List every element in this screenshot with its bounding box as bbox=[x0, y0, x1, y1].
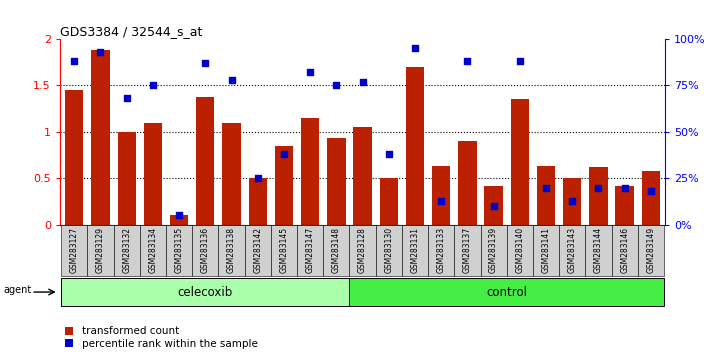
Bar bbox=[144, 122, 162, 225]
Text: GSM283146: GSM283146 bbox=[620, 227, 629, 274]
Text: GSM283136: GSM283136 bbox=[201, 227, 210, 274]
Point bbox=[173, 213, 184, 218]
Text: GSM283131: GSM283131 bbox=[410, 227, 420, 273]
FancyBboxPatch shape bbox=[271, 225, 297, 276]
FancyBboxPatch shape bbox=[376, 225, 402, 276]
Bar bbox=[196, 97, 215, 225]
Point bbox=[436, 198, 447, 204]
FancyBboxPatch shape bbox=[218, 225, 244, 276]
Text: GDS3384 / 32544_s_at: GDS3384 / 32544_s_at bbox=[60, 25, 202, 38]
Text: GSM283141: GSM283141 bbox=[541, 227, 551, 273]
Bar bbox=[563, 178, 582, 225]
Text: GSM283149: GSM283149 bbox=[646, 227, 655, 274]
Text: GSM283148: GSM283148 bbox=[332, 227, 341, 273]
Text: GSM283128: GSM283128 bbox=[358, 227, 367, 273]
Point bbox=[68, 58, 80, 64]
Legend: transformed count, percentile rank within the sample: transformed count, percentile rank withi… bbox=[65, 326, 258, 349]
FancyBboxPatch shape bbox=[402, 225, 428, 276]
Text: GSM283140: GSM283140 bbox=[515, 227, 524, 274]
Text: GSM283133: GSM283133 bbox=[436, 227, 446, 274]
Text: GSM283147: GSM283147 bbox=[306, 227, 315, 274]
Text: control: control bbox=[486, 286, 527, 298]
FancyBboxPatch shape bbox=[61, 225, 87, 276]
Bar bbox=[432, 166, 451, 225]
FancyBboxPatch shape bbox=[61, 278, 349, 306]
Point bbox=[252, 176, 263, 181]
Text: celecoxib: celecoxib bbox=[177, 286, 233, 298]
Bar bbox=[379, 178, 398, 225]
Point bbox=[593, 185, 604, 190]
Point bbox=[541, 185, 552, 190]
Point bbox=[409, 45, 420, 51]
Point bbox=[646, 188, 657, 194]
FancyBboxPatch shape bbox=[140, 225, 166, 276]
Point bbox=[488, 203, 499, 209]
Point bbox=[278, 151, 289, 157]
Text: GSM283137: GSM283137 bbox=[463, 227, 472, 274]
FancyBboxPatch shape bbox=[349, 278, 664, 306]
Point bbox=[331, 82, 342, 88]
Point bbox=[121, 96, 132, 101]
Point bbox=[200, 60, 211, 66]
Point bbox=[383, 151, 394, 157]
FancyBboxPatch shape bbox=[612, 225, 638, 276]
Bar bbox=[65, 90, 84, 225]
FancyBboxPatch shape bbox=[533, 225, 559, 276]
Point bbox=[567, 198, 578, 204]
Point bbox=[226, 77, 237, 82]
Text: GSM283138: GSM283138 bbox=[227, 227, 236, 273]
Text: agent: agent bbox=[3, 285, 31, 296]
FancyBboxPatch shape bbox=[349, 225, 376, 276]
FancyBboxPatch shape bbox=[244, 225, 271, 276]
Bar bbox=[222, 122, 241, 225]
Point bbox=[305, 69, 316, 75]
FancyBboxPatch shape bbox=[192, 225, 218, 276]
Bar bbox=[510, 99, 529, 225]
Point bbox=[619, 185, 630, 190]
Text: GSM283145: GSM283145 bbox=[279, 227, 289, 274]
Text: GSM283129: GSM283129 bbox=[96, 227, 105, 273]
FancyBboxPatch shape bbox=[323, 225, 349, 276]
Text: GSM283132: GSM283132 bbox=[122, 227, 131, 273]
Point bbox=[95, 49, 106, 55]
FancyBboxPatch shape bbox=[585, 225, 612, 276]
FancyBboxPatch shape bbox=[507, 225, 533, 276]
Text: GSM283130: GSM283130 bbox=[384, 227, 394, 274]
Bar bbox=[615, 186, 634, 225]
FancyBboxPatch shape bbox=[481, 225, 507, 276]
Bar bbox=[249, 178, 267, 225]
Bar bbox=[327, 138, 346, 225]
FancyBboxPatch shape bbox=[87, 225, 113, 276]
Text: GSM283142: GSM283142 bbox=[253, 227, 262, 273]
Point bbox=[514, 58, 525, 64]
Bar bbox=[275, 146, 293, 225]
Text: GSM283143: GSM283143 bbox=[567, 227, 577, 274]
FancyBboxPatch shape bbox=[113, 225, 140, 276]
Text: GSM283144: GSM283144 bbox=[594, 227, 603, 274]
Point bbox=[147, 82, 158, 88]
FancyBboxPatch shape bbox=[428, 225, 454, 276]
Text: GSM283139: GSM283139 bbox=[489, 227, 498, 274]
Bar bbox=[353, 127, 372, 225]
Text: GSM283134: GSM283134 bbox=[149, 227, 158, 274]
Point bbox=[357, 79, 368, 85]
Bar bbox=[458, 141, 477, 225]
Bar bbox=[484, 186, 503, 225]
FancyBboxPatch shape bbox=[638, 225, 664, 276]
Bar bbox=[641, 171, 660, 225]
Point bbox=[462, 58, 473, 64]
Bar bbox=[170, 216, 188, 225]
Bar bbox=[406, 67, 424, 225]
Bar bbox=[589, 167, 608, 225]
FancyBboxPatch shape bbox=[166, 225, 192, 276]
FancyBboxPatch shape bbox=[559, 225, 585, 276]
FancyBboxPatch shape bbox=[454, 225, 481, 276]
Bar bbox=[92, 50, 110, 225]
Bar bbox=[537, 166, 555, 225]
Bar bbox=[118, 132, 136, 225]
Bar bbox=[301, 118, 320, 225]
Text: GSM283135: GSM283135 bbox=[175, 227, 184, 274]
FancyBboxPatch shape bbox=[297, 225, 323, 276]
Text: GSM283127: GSM283127 bbox=[70, 227, 79, 273]
